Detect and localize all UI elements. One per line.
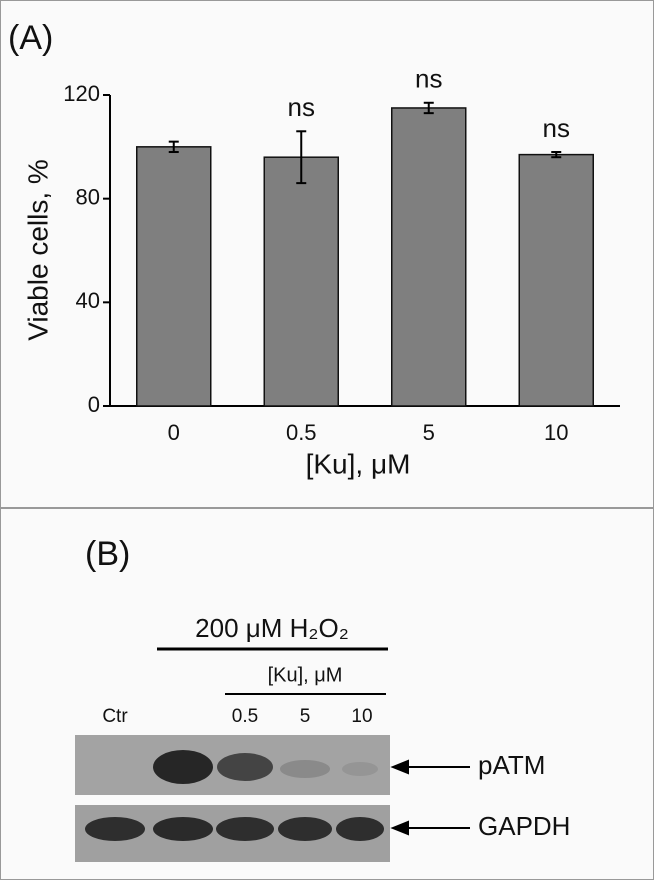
bar (263, 156, 339, 407)
bar (518, 153, 594, 407)
panel-label: (A) (8, 19, 53, 57)
y-tick-label: 0 (88, 392, 100, 417)
dose-label: [Ku], μM (268, 664, 343, 686)
y-tick-label: 80 (76, 184, 100, 209)
y-tick-label: 120 (63, 81, 100, 106)
significance-label: ns (543, 113, 570, 143)
lane-label: 0.5 (232, 706, 258, 727)
significance-label: ns (415, 64, 442, 94)
blot-gapdh (75, 805, 390, 862)
x-axis-title: [Ku], μM (306, 448, 411, 479)
treatment-label: 200 μM H₂O₂ (195, 613, 349, 643)
bar (391, 107, 467, 407)
x-tick-label: 5 (423, 420, 435, 445)
lane-label: 5 (300, 706, 311, 727)
arrows (390, 759, 470, 836)
y-axis-title: Viable cells, % (22, 159, 53, 341)
bar (136, 146, 212, 407)
panel-label: (B) (85, 535, 130, 573)
x-tick-label: 0 (168, 420, 180, 445)
lane-label: Ctr (102, 706, 128, 727)
band-label: pATM (478, 750, 545, 780)
blot-patm (75, 735, 390, 795)
y-tick-label: 40 (76, 288, 100, 313)
lane-label: 10 (351, 706, 372, 727)
x-tick-label: 0.5 (286, 420, 317, 445)
significance-label: ns (288, 92, 315, 122)
x-tick-label: 10 (544, 420, 568, 445)
band-label: GAPDH (478, 811, 570, 841)
